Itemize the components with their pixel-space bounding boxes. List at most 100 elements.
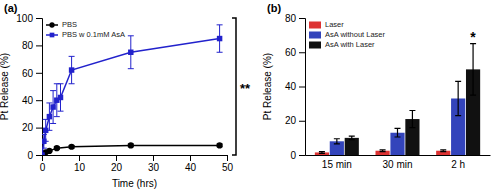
tick-mark — [190, 155, 191, 161]
tick-mark — [299, 121, 305, 122]
error-bar — [217, 25, 223, 52]
panel-title: (b) — [267, 2, 281, 14]
tick: 30 min — [382, 155, 412, 170]
error-bar — [409, 110, 415, 127]
error-bar — [470, 44, 476, 95]
tick: 40 — [22, 95, 42, 106]
tick: 100 — [16, 13, 42, 24]
tick: 0 — [290, 150, 305, 161]
axis-line — [43, 156, 228, 162]
point — [128, 142, 134, 148]
tick-label: 60 — [285, 47, 297, 58]
legend-swatch — [309, 22, 321, 29]
panel-title: (a) — [4, 2, 18, 14]
error-bar — [380, 150, 386, 152]
point — [69, 67, 74, 72]
axis: 0 20 40 60 80 100 — [16, 13, 42, 161]
legend-label: PBS — [62, 20, 77, 29]
bar — [436, 151, 450, 155]
error-bar — [455, 81, 461, 115]
point — [42, 152, 45, 155]
error-bar — [395, 128, 401, 137]
y-axis-title: Pt Release (%) — [0, 53, 10, 120]
tick: 80 — [285, 13, 305, 24]
tick-label: 2 h — [451, 159, 465, 170]
figure: 0 10 20 30 40 50 0 20 40 60 80 100(a) Pt Release (%)… — [0, 0, 500, 191]
bar — [375, 151, 389, 155]
annotation: ** — [240, 81, 251, 96]
error-bar — [440, 150, 446, 152]
tick: 2 h — [451, 155, 465, 170]
tick: 0 — [40, 155, 46, 173]
point — [42, 152, 45, 155]
y-axis-title: Pt Release (%) — [262, 53, 273, 120]
tick-mark — [36, 155, 42, 156]
tick-label: 40 — [185, 162, 197, 173]
legend-swatch — [49, 22, 54, 27]
point — [128, 50, 133, 55]
plot-area — [315, 44, 480, 155]
tick-label: 30 min — [382, 159, 412, 170]
tick: 40 — [185, 155, 197, 173]
tick-label: 60 — [22, 68, 34, 79]
axis-line — [306, 155, 491, 156]
axis-line — [299, 19, 306, 156]
tick: 40 — [285, 81, 305, 92]
error-bar — [54, 84, 60, 117]
tick-mark — [116, 155, 117, 161]
tick-label: 80 — [285, 13, 297, 24]
error-bar — [128, 36, 134, 69]
legend-label: Laser — [325, 20, 344, 29]
point — [58, 95, 63, 100]
tick-label: 80 — [22, 40, 34, 51]
point — [54, 145, 60, 151]
point — [69, 144, 75, 150]
tick-label: 0 — [40, 162, 46, 173]
tick-label: 20 — [111, 162, 123, 173]
tick: 20 — [111, 155, 123, 173]
tick-label: 100 — [16, 13, 33, 24]
tick-label: 40 — [22, 95, 34, 106]
bracket — [232, 18, 236, 155]
tick: 10 — [74, 155, 86, 173]
plot-area — [42, 25, 223, 155]
tick-label: 20 — [22, 122, 34, 133]
error-bar — [334, 139, 340, 144]
legend-swatch — [309, 42, 321, 49]
tick: 20 — [285, 115, 305, 126]
tick-label: 30 — [148, 162, 160, 173]
axis: 0 20 40 60 80 — [285, 13, 306, 161]
tick: 0 — [27, 150, 42, 161]
legend-item: AsA without Laser — [309, 30, 386, 39]
legend-item: AsA with Laser — [309, 40, 375, 49]
point — [47, 114, 52, 119]
axis: 15 min 30 min 2 h — [306, 155, 491, 170]
annotation: * — [470, 29, 476, 45]
error-bar — [50, 91, 56, 124]
tick-mark — [299, 52, 305, 53]
point — [46, 148, 52, 154]
tick-label: 0 — [27, 150, 33, 161]
legend-label: PBS w 0.1mM AsA — [62, 30, 125, 39]
tick-mark — [36, 45, 42, 46]
x-axis-title: Time (hrs) — [112, 178, 157, 189]
tick-mark — [227, 155, 228, 161]
tick-label: 15 min — [322, 159, 352, 170]
tick-mark — [299, 155, 305, 156]
tick-mark — [36, 128, 42, 129]
legend-swatch — [309, 32, 321, 39]
tick-label: 50 — [222, 162, 234, 173]
tick-mark — [36, 73, 42, 74]
tick-label: 40 — [285, 81, 297, 92]
tick-mark — [36, 100, 42, 101]
error-bar — [349, 136, 355, 139]
tick-mark — [36, 18, 42, 19]
legend-label: AsA with Laser — [325, 40, 375, 49]
error-bar — [58, 84, 64, 111]
point — [217, 142, 223, 148]
tick-label: 20 — [285, 115, 297, 126]
tick: 15 min — [322, 155, 352, 170]
tick-mark — [299, 18, 305, 19]
axis: 0 10 20 30 40 50 — [40, 155, 234, 173]
bar — [345, 138, 359, 155]
